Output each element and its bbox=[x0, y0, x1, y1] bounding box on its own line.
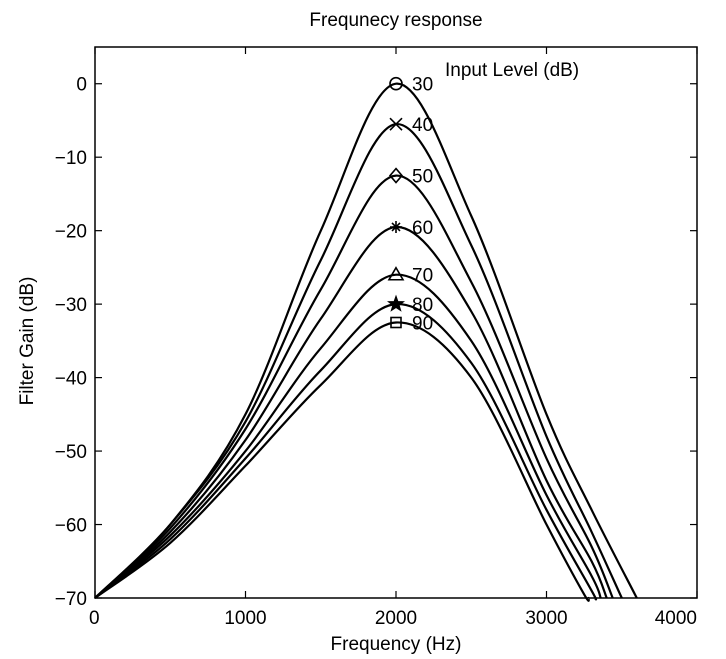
series-label-30: 30 bbox=[412, 75, 433, 96]
y-tick-label: 0 bbox=[76, 75, 87, 96]
response-curve-30 bbox=[94, 82, 638, 599]
response-curve-90 bbox=[94, 321, 590, 602]
peak-marker-60 bbox=[390, 220, 402, 233]
series-label-40: 40 bbox=[412, 115, 433, 136]
legend-title: Input Level (dB) bbox=[445, 60, 579, 81]
peak-marker-90 bbox=[390, 316, 402, 329]
series-label-50: 50 bbox=[412, 167, 433, 188]
x-tick-label: 0 bbox=[89, 608, 100, 629]
x-tick-label: 2000 bbox=[375, 608, 417, 629]
y-tick-label: −70 bbox=[55, 589, 87, 610]
peak-marker-30 bbox=[389, 76, 403, 91]
response-curve-50 bbox=[94, 174, 614, 599]
x-tick-label: 1000 bbox=[224, 608, 266, 629]
x-tick-label: 4000 bbox=[655, 608, 697, 629]
peak-marker-40 bbox=[389, 117, 403, 131]
y-tick-label: −30 bbox=[55, 295, 87, 316]
peak-marker-50 bbox=[388, 167, 404, 184]
y-axis-title: Filter Gain (dB) bbox=[17, 277, 38, 406]
x-axis-ticks: 0 1000 2000 3000 4000 bbox=[89, 47, 698, 629]
response-curve-70 bbox=[94, 273, 602, 599]
chart-title: Frequnecy response bbox=[309, 10, 482, 31]
y-tick-label: −20 bbox=[55, 222, 87, 243]
y-axis-ticks: 0 −10 −20 −30 −40 −50 −60 −70 bbox=[55, 75, 697, 610]
y-tick-label: −60 bbox=[55, 516, 87, 537]
response-curves bbox=[94, 82, 638, 602]
peak-marker-80 bbox=[387, 294, 405, 312]
series-label-70: 70 bbox=[412, 266, 433, 287]
series-label-80: 80 bbox=[412, 295, 433, 316]
peak-marker-70 bbox=[387, 266, 405, 281]
y-tick-label: −10 bbox=[55, 148, 87, 169]
y-tick-label: −50 bbox=[55, 442, 87, 463]
series-label-60: 60 bbox=[412, 218, 433, 239]
series-label-90: 90 bbox=[412, 314, 433, 335]
x-tick-label: 3000 bbox=[525, 608, 567, 629]
y-tick-label: −40 bbox=[55, 369, 87, 390]
x-axis-title: Frequency (Hz) bbox=[331, 634, 462, 655]
